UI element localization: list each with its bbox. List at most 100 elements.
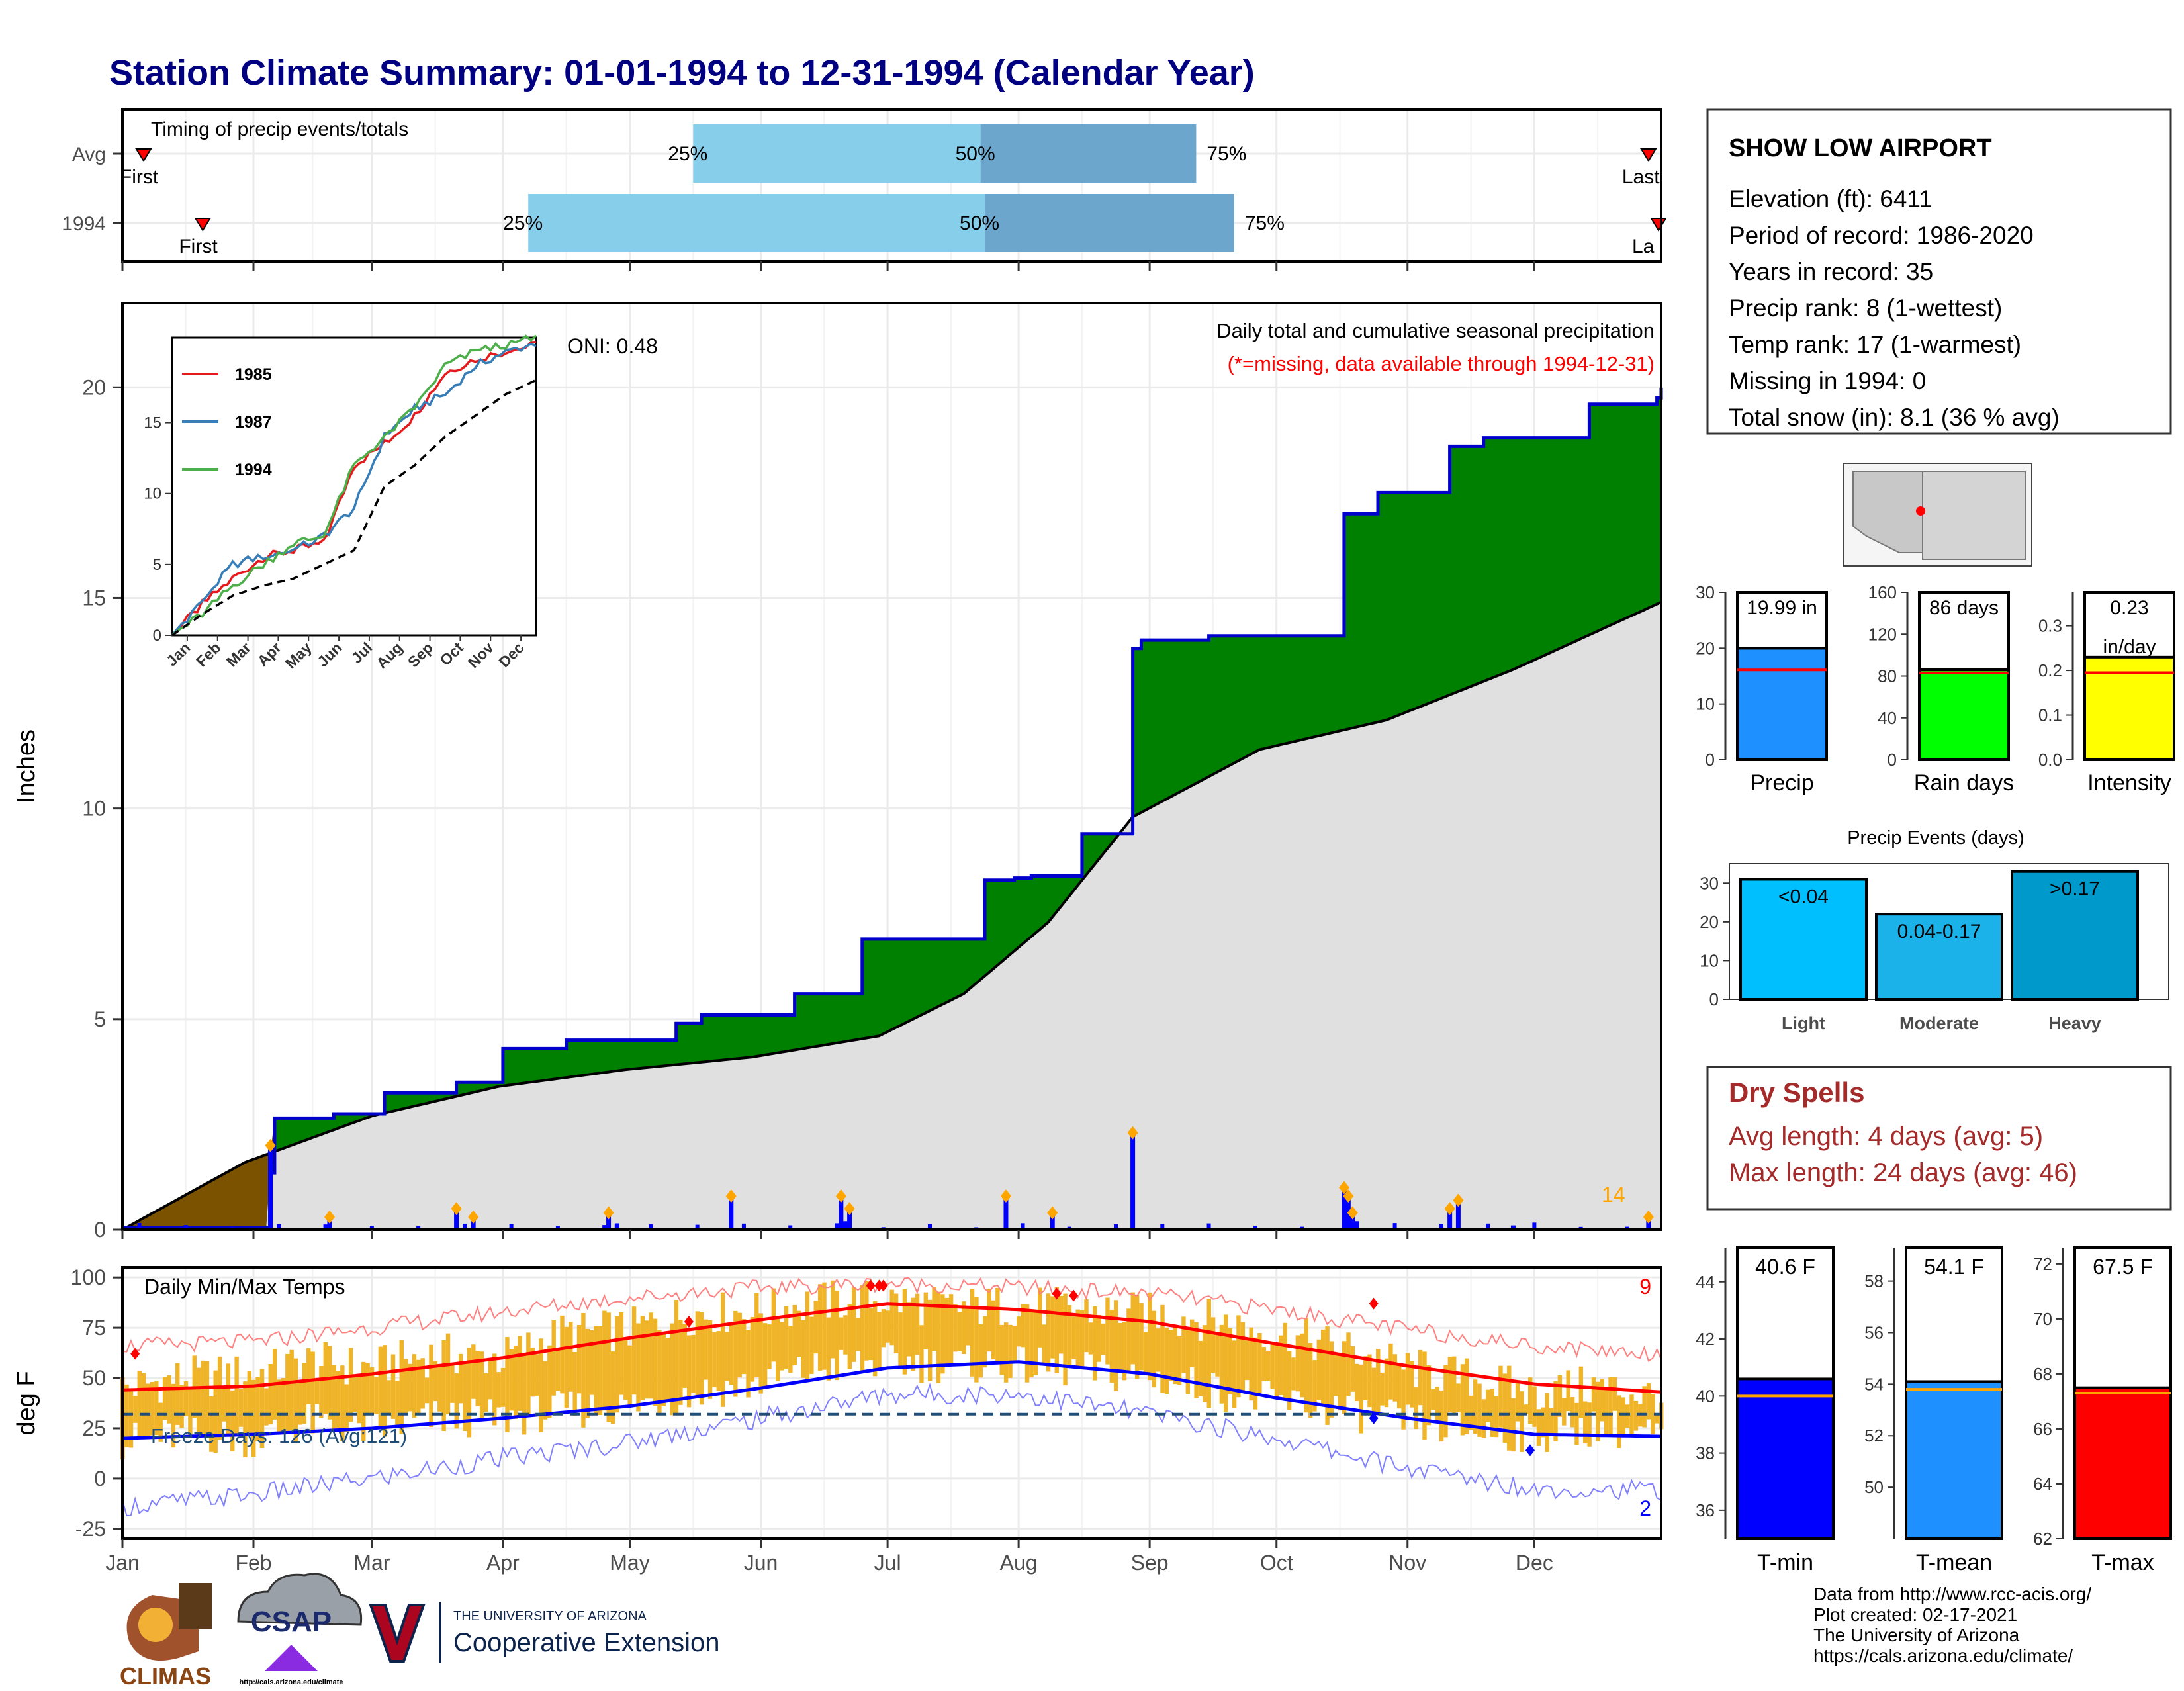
daily-precip-marker (1444, 1202, 1455, 1216)
daily-temp-bar (374, 1376, 379, 1414)
stat-bar-tick-label: 0.0 (2038, 750, 2062, 770)
daily-temp-bar (572, 1351, 577, 1416)
daily-temp-bar (881, 1309, 886, 1348)
daily-temp-bar (902, 1289, 907, 1375)
record-high-marker (866, 1279, 876, 1292)
events-tick-label: 0 (1709, 989, 1719, 1009)
daily-temp-bar (188, 1389, 193, 1437)
daily-temp-bar (1596, 1381, 1600, 1441)
temp-bar-tick-label: 62 (2033, 1529, 2052, 1549)
daily-temp-bar (1625, 1404, 1630, 1428)
daily-temp-bar (1473, 1379, 1478, 1434)
daily-temp-bar (1342, 1341, 1347, 1414)
footer-line: Plot created: 02-17-2021 (1813, 1604, 2017, 1625)
daily-precip-bar (1050, 1212, 1055, 1230)
daily-temp-bar (886, 1310, 890, 1343)
event-bar-Light (1739, 878, 1868, 1001)
daily-temp-bar (826, 1317, 831, 1381)
temp-bar-tick-label: 38 (1696, 1443, 1715, 1463)
daily-temp-bar (319, 1366, 324, 1418)
footer-line: Data from http://www.rcc-acis.org/ (1813, 1584, 2091, 1604)
timing-q50-label: 50% (960, 212, 999, 234)
timing-bar-lower (528, 194, 985, 252)
event-bar-label: Moderate (1899, 1013, 1979, 1033)
daily-temp-bar (589, 1330, 594, 1395)
temp-top-count: 9 (1639, 1275, 1651, 1299)
daily-temp-bar (585, 1328, 590, 1418)
daily-temp-bar (1346, 1332, 1351, 1396)
daily-temp-bar (1418, 1349, 1423, 1406)
daily-temp-bar (665, 1338, 670, 1402)
daily-temp-bar (898, 1312, 903, 1367)
station-info-line: Period of record: 1986-2020 (1729, 222, 2034, 249)
daily-temp-bar (1325, 1326, 1330, 1425)
daily-temp-bar (289, 1349, 294, 1431)
daily-temp-bar (306, 1348, 311, 1404)
station-info-line: Temp rank: 17 (1-warmest) (1729, 331, 2021, 358)
daily-temp-bar (348, 1348, 353, 1422)
timing-bar-upper (985, 194, 1234, 252)
daily-temp-bar (429, 1344, 433, 1428)
daily-temp-bar (1012, 1325, 1017, 1363)
daily-temp-bar (940, 1294, 945, 1374)
event-bar-value: 0.04-0.17 (1897, 921, 1981, 942)
daily-temp-bar (1401, 1369, 1406, 1430)
daily-precip-marker (725, 1189, 737, 1203)
main-panel-frame (121, 302, 1662, 1231)
daily-temp-bar (978, 1324, 983, 1378)
daily-temp-bar (835, 1291, 839, 1381)
timing-panel-frame (121, 108, 1662, 263)
dry-spells-title: Dry Spells (1729, 1077, 1864, 1108)
stat-bar-label: Rain days (1914, 770, 2014, 796)
daily-temp-bar (1435, 1386, 1439, 1421)
daily-temp-bar (1553, 1381, 1558, 1441)
month-label: Oct (1260, 1551, 1293, 1575)
daily-temp-bar (255, 1377, 260, 1441)
daily-temp-bar (124, 1384, 129, 1447)
inset-ytick-label: 10 (144, 485, 161, 503)
daily-temp-bar (1452, 1356, 1457, 1414)
daily-precip-bar (1342, 1187, 1347, 1230)
daily-temp-bar (564, 1326, 569, 1408)
daily-temp-bar (1549, 1408, 1554, 1434)
daily-temp-bar (581, 1312, 586, 1428)
daily-temp-bar (251, 1379, 256, 1457)
daily-temp-bar (615, 1316, 619, 1413)
month-label: Apr (486, 1551, 520, 1575)
daily-temp-bar (1130, 1292, 1135, 1365)
record-high-marker (130, 1348, 140, 1360)
station-info-line: Precip rank: 8 (1-wettest) (1729, 295, 2002, 322)
daily-temp-bar (496, 1372, 501, 1408)
daily-temp-bar (839, 1317, 844, 1350)
daily-temp-bar (1219, 1324, 1224, 1404)
inset-legend-label: 1987 (235, 413, 272, 432)
daily-temp-bar (509, 1349, 514, 1411)
stat-bar-tick-label: 0 (1706, 750, 1715, 770)
dry-spells-box (1706, 1066, 2172, 1211)
daily-temp-bar (831, 1280, 835, 1359)
dry-spells-avg: Avg length: 4 days (avg: 5) (1729, 1122, 2043, 1151)
temp-bar-tick-label: 56 (1864, 1322, 1884, 1342)
daily-temp-bar (741, 1319, 747, 1375)
precip-deficit-area (122, 1118, 275, 1230)
temp-ytick-label: 75 (82, 1316, 106, 1340)
temp-panel-frame (121, 1266, 1662, 1540)
daily-precip-bar (463, 1223, 467, 1230)
daily-temp-bar (196, 1367, 201, 1436)
daily-temp-bar (1410, 1361, 1414, 1408)
daily-precip-marker (603, 1206, 614, 1220)
inset-ytick-label: 15 (144, 414, 161, 432)
daily-temp-bar (780, 1322, 784, 1371)
daily-temp-bar (1173, 1326, 1177, 1385)
daily-temp-bar (1139, 1303, 1144, 1371)
timing-row-label: 1994 (62, 213, 106, 235)
ua-logo-a-shape (369, 1604, 426, 1663)
csap-url-text: http://cals.arizona.edu/climate (239, 1678, 343, 1686)
daily-temp-bar (141, 1373, 146, 1437)
daily-precip-bar (1486, 1223, 1490, 1230)
daily-temp-bar (868, 1308, 873, 1361)
daily-temp-bar (700, 1312, 704, 1405)
daily-temp-bar (162, 1377, 167, 1420)
daily-temp-bar (1316, 1339, 1322, 1400)
